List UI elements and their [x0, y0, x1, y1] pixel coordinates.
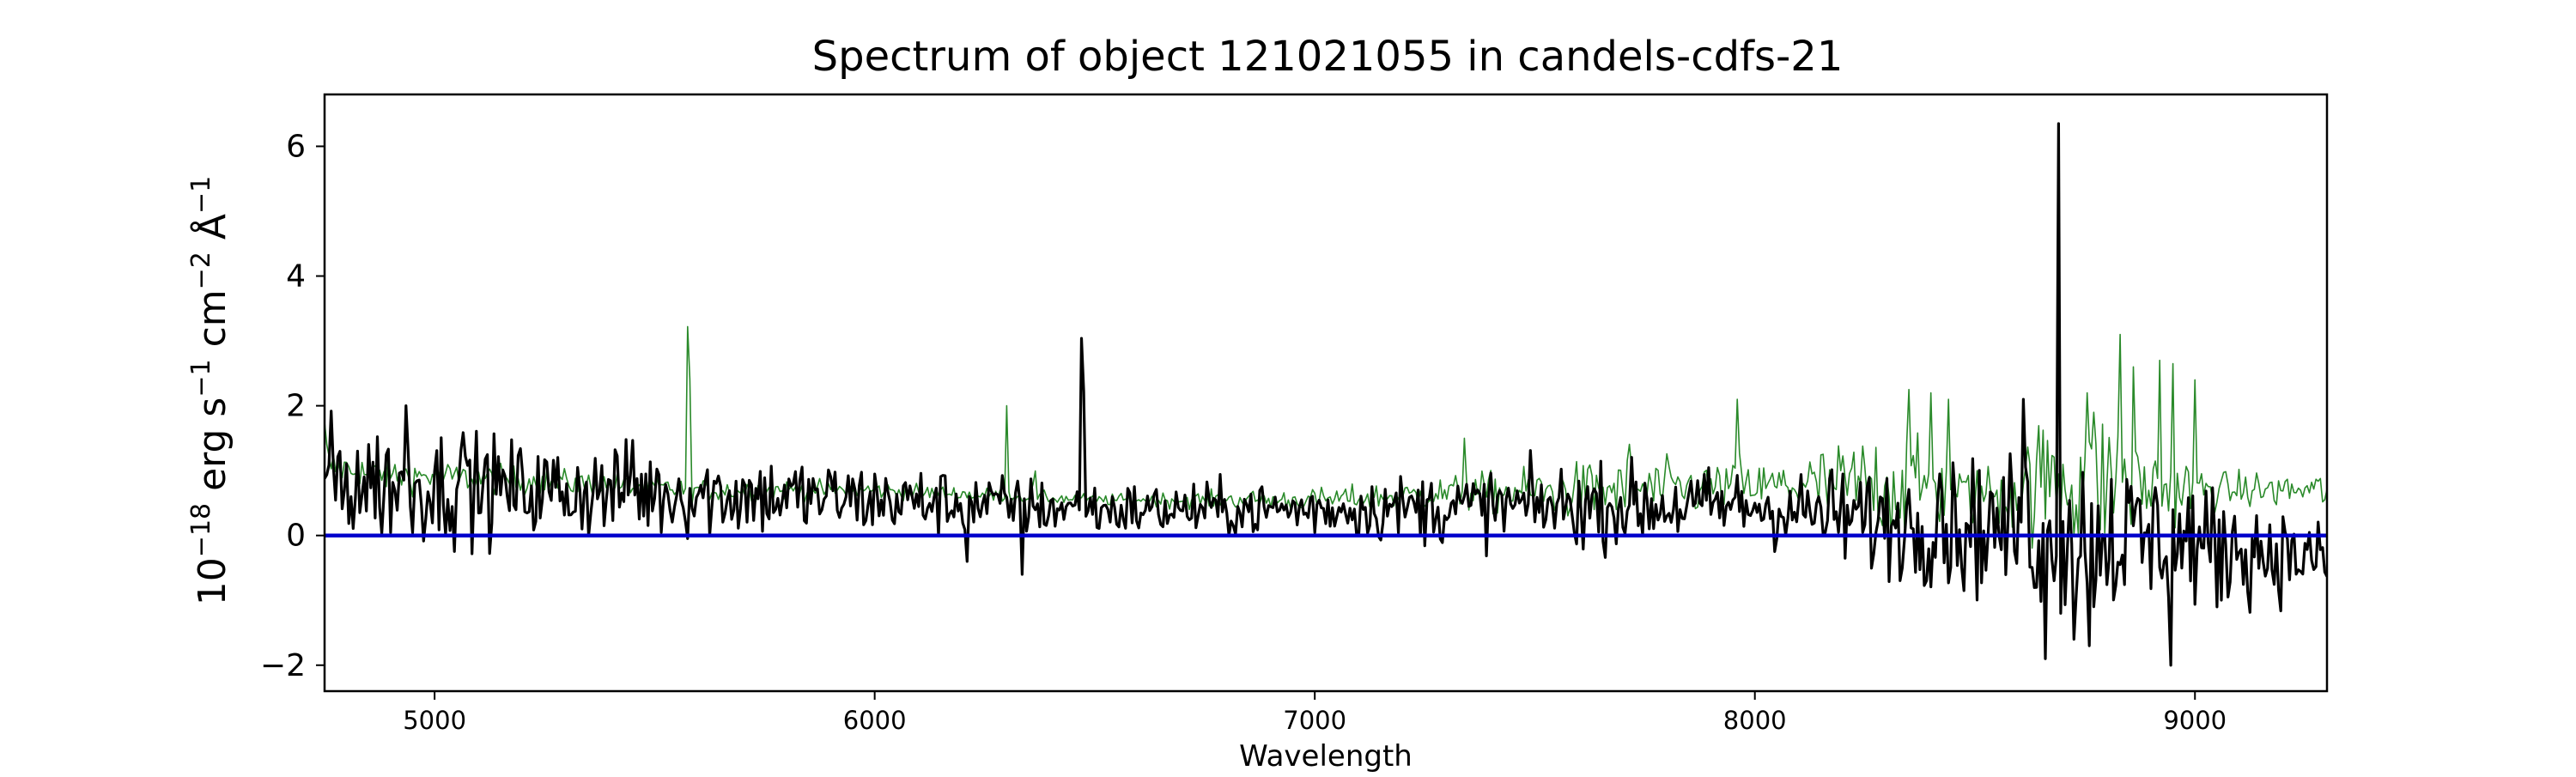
x-tick-label: 8000 [1723, 706, 1787, 735]
y-tick-label: −2 [260, 648, 306, 683]
y-axis-label: 10−18 erg s−1 cm−2 Å−1 [186, 176, 234, 605]
x-tick-label: 6000 [843, 706, 907, 735]
plot-frame [323, 93, 2329, 693]
flux-series-line [325, 122, 2327, 667]
y-tick-label: 0 [286, 519, 306, 554]
x-tick-label: 9000 [2163, 706, 2227, 735]
y-axis: −2 0 2 4 6 [260, 129, 325, 683]
y-tick-label: 6 [286, 129, 306, 164]
y-tick-label: 4 [286, 259, 306, 294]
plot-area [325, 122, 2327, 667]
x-axis: 5000 6000 7000 8000 9000 [403, 691, 2227, 735]
chart-title: Spectrum of object 121021055 in candels-… [812, 33, 1844, 81]
y-tick-label: 2 [286, 389, 306, 424]
x-tick-label: 7000 [1283, 706, 1346, 735]
x-tick-label: 5000 [403, 706, 466, 735]
x-axis-label: Wavelength [1239, 739, 1413, 773]
